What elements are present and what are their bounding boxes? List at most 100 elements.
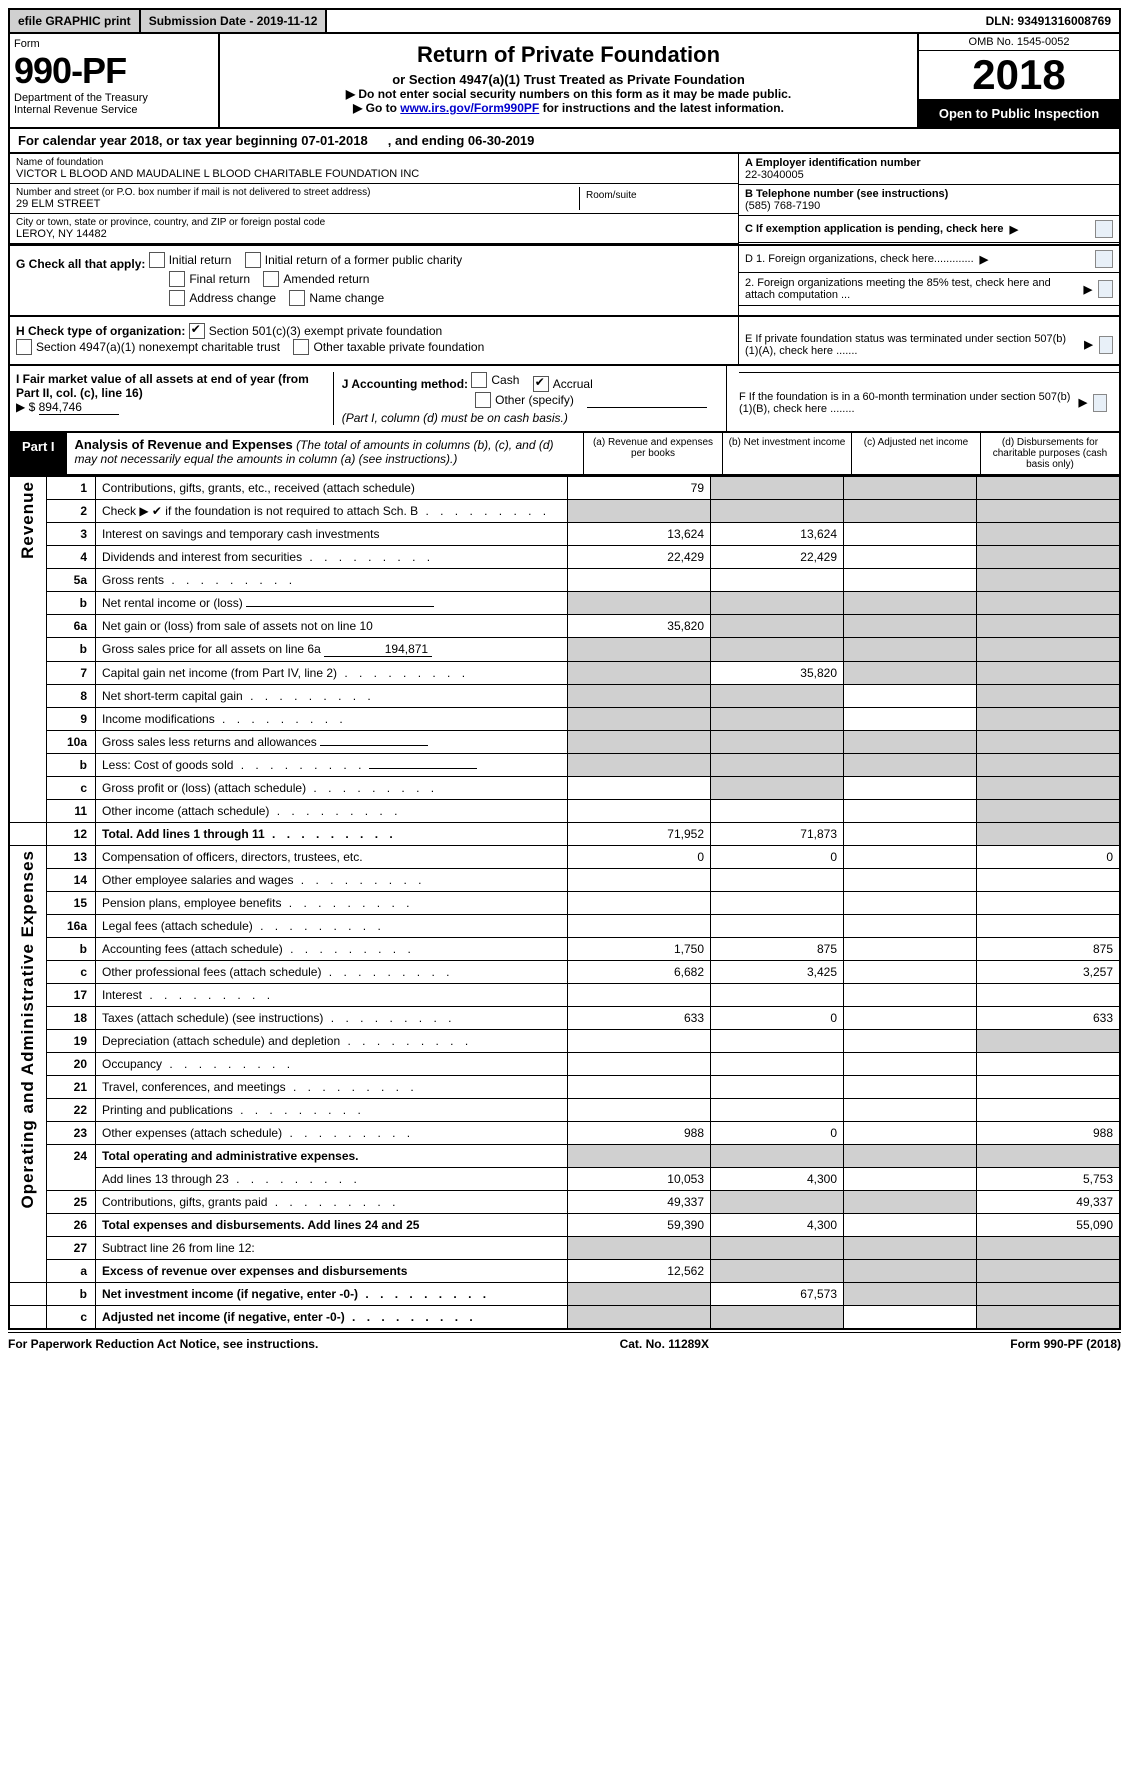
line-16c: cOther professional fees (attach schedul… <box>9 961 1120 984</box>
checkbox-e[interactable] <box>1099 336 1113 354</box>
dept-label: Department of the Treasury <box>14 92 214 104</box>
cal-year-begin: For calendar year 2018, or tax year begi… <box>18 133 368 148</box>
irs-label: Internal Revenue Service <box>14 104 214 116</box>
line-17: 17Interest <box>9 984 1120 1007</box>
instruction-1: ▶ Do not enter social security numbers o… <box>224 87 913 101</box>
name-cell: Name of foundation VICTOR L BLOOD AND MA… <box>10 154 738 184</box>
chk-other-taxable[interactable]: Other taxable private foundation <box>293 339 484 355</box>
j-section: J Accounting method: Cash Accrual Other … <box>333 372 720 425</box>
i-arrow: ▶ $ <box>16 400 35 414</box>
line-5a: 5aGross rents <box>9 569 1120 592</box>
f-label: F If the foundation is in a 60-month ter… <box>739 391 1073 415</box>
line-25: 25Contributions, gifts, grants paid 49,3… <box>9 1191 1120 1214</box>
form-subtitle: or Section 4947(a)(1) Trust Treated as P… <box>224 72 913 87</box>
chk-initial-former[interactable]: Initial return of a former public charit… <box>245 252 462 268</box>
j-label: J Accounting method: <box>342 377 468 391</box>
ein-value: 22-3040005 <box>745 169 1113 181</box>
form-title: Return of Private Foundation <box>224 42 913 68</box>
form-word: Form <box>14 38 214 50</box>
footer-left: For Paperwork Reduction Act Notice, see … <box>8 1337 318 1351</box>
footer-center: Cat. No. 11289X <box>620 1337 709 1351</box>
phone-label: B Telephone number (see instructions) <box>745 188 1113 200</box>
arrow-icon: ▶ <box>1079 396 1087 409</box>
j-note: (Part I, column (d) must be on cash basi… <box>342 411 568 425</box>
phone-cell: B Telephone number (see instructions) (5… <box>739 185 1119 216</box>
line-8: 8Net short-term capital gain <box>9 685 1120 708</box>
part1-title: Analysis of Revenue and Expenses (The to… <box>67 433 583 474</box>
line-16a: 16aLegal fees (attach schedule) <box>9 915 1120 938</box>
line-10b: bLess: Cost of goods sold <box>9 754 1120 777</box>
line-11: 11Other income (attach schedule) <box>9 800 1120 823</box>
ij-row: I Fair market value of all assets at end… <box>8 366 1121 433</box>
header-left: Form 990-PF Department of the Treasury I… <box>10 34 220 127</box>
arrow-icon: ▶ <box>1084 283 1092 296</box>
c-label: C If exemption application is pending, c… <box>745 223 1004 235</box>
d2-label: 2. Foreign organizations meeting the 85%… <box>745 277 1078 301</box>
name-label: Name of foundation <box>16 157 732 168</box>
city-label: City or town, state or province, country… <box>16 217 732 228</box>
checkbox-f[interactable] <box>1093 394 1107 412</box>
line-16b: bAccounting fees (attach schedule) 1,750… <box>9 938 1120 961</box>
ein-cell: A Employer identification number 22-3040… <box>739 154 1119 185</box>
checkbox-c[interactable] <box>1095 220 1113 238</box>
foundation-name: VICTOR L BLOOD AND MAUDALINE L BLOOD CHA… <box>16 168 732 180</box>
chk-address[interactable]: Address change <box>169 290 276 306</box>
arrow-icon: ▶ <box>1010 223 1018 236</box>
h-label: H Check type of organization: <box>16 324 185 338</box>
phone-value: (585) 768-7190 <box>745 200 1113 212</box>
chk-4947[interactable]: Section 4947(a)(1) nonexempt charitable … <box>16 339 280 355</box>
irs-link[interactable]: www.irs.gov/Form990PF <box>400 101 539 115</box>
item-f: F If the foundation is in a 60-month ter… <box>733 370 1113 435</box>
chk-name[interactable]: Name change <box>289 290 384 306</box>
cal-year-end: , and ending 06-30-2019 <box>388 133 535 148</box>
line-6a: 6aNet gain or (loss) from sale of assets… <box>9 615 1120 638</box>
chk-final[interactable]: Final return <box>169 271 250 287</box>
g-label: G Check all that apply: <box>16 257 145 271</box>
line-27a: aExcess of revenue over expenses and dis… <box>9 1260 1120 1283</box>
g-checks: G Check all that apply: Initial return I… <box>10 246 738 315</box>
checkbox-d2[interactable] <box>1098 280 1113 298</box>
street-label: Number and street (or P.O. box number if… <box>16 187 579 198</box>
line-21: 21Travel, conferences, and meetings <box>9 1076 1120 1099</box>
line-2: 2Check ▶ ✔ if the foundation is not requ… <box>9 500 1120 523</box>
efile-print-button[interactable]: efile GRAPHIC print <box>10 10 141 32</box>
checkbox-d1[interactable] <box>1095 250 1113 268</box>
chk-other-method[interactable]: Other (specify) <box>475 392 574 408</box>
g-row: G Check all that apply: Initial return I… <box>8 246 1121 317</box>
footer-right: Form 990-PF (2018) <box>1010 1337 1121 1351</box>
room-suite-label: Room/suite <box>580 187 732 210</box>
col-b-head: (b) Net investment income <box>722 433 851 474</box>
chk-accrual[interactable]: Accrual <box>533 376 593 392</box>
revenue-vertical-label: Revenue <box>9 477 47 823</box>
page-footer: For Paperwork Reduction Act Notice, see … <box>8 1332 1121 1351</box>
header-center: Return of Private Foundation or Section … <box>220 34 917 127</box>
form-header: Form 990-PF Department of the Treasury I… <box>8 34 1121 129</box>
part1-tab: Part I <box>10 433 67 474</box>
chk-amended[interactable]: Amended return <box>263 271 369 287</box>
chk-initial[interactable]: Initial return <box>149 252 232 268</box>
line-5b: bNet rental income or (loss) <box>9 592 1120 615</box>
item-d1: D 1. Foreign organizations, check here..… <box>739 246 1119 273</box>
header-right: OMB No. 1545-0052 2018 Open to Public In… <box>917 34 1119 127</box>
dln-label: DLN: 93491316008769 <box>978 10 1119 32</box>
col-c-head: (c) Adjusted net income <box>851 433 980 474</box>
line-10c: cGross profit or (loss) (attach schedule… <box>9 777 1120 800</box>
line-19: 19Depreciation (attach schedule) and dep… <box>9 1030 1120 1053</box>
org-info-block: Name of foundation VICTOR L BLOOD AND MA… <box>8 154 1121 246</box>
line-6b: bGross sales price for all assets on lin… <box>9 638 1120 662</box>
line-13: Operating and Administrative Expenses 13… <box>9 846 1120 869</box>
open-public-label: Open to Public Inspection <box>919 100 1119 127</box>
e-label: E If private foundation status was termi… <box>745 333 1078 357</box>
line-27b: bNet investment income (if negative, ent… <box>9 1283 1120 1306</box>
chk-cash[interactable]: Cash <box>471 372 519 388</box>
chk-501c3[interactable]: Section 501(c)(3) exempt private foundat… <box>189 323 442 339</box>
item-c: C If exemption application is pending, c… <box>739 216 1119 243</box>
line-22: 22Printing and publications <box>9 1099 1120 1122</box>
fmv-value: 894,746 <box>39 400 119 415</box>
line-18: 18Taxes (attach schedule) (see instructi… <box>9 1007 1120 1030</box>
line-23: 23Other expenses (attach schedule) 98809… <box>9 1122 1120 1145</box>
i-label: I Fair market value of all assets at end… <box>16 372 309 400</box>
instr2-pre: ▶ Go to <box>353 101 400 115</box>
calendar-year-row: For calendar year 2018, or tax year begi… <box>8 129 1121 154</box>
line-7: 7Capital gain net income (from Part IV, … <box>9 662 1120 685</box>
